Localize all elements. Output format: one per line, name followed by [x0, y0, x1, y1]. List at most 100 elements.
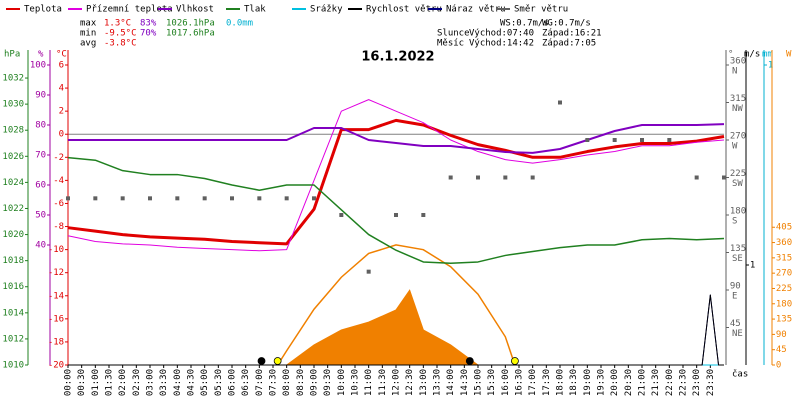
x-tick-label: 07:00: [255, 369, 265, 396]
info-text: Slunce: [437, 29, 470, 39]
y-tick-label: 40: [35, 241, 46, 251]
stat-text: 1017.6hPa: [166, 29, 215, 39]
x-tick-label: 21:00: [638, 369, 648, 396]
stat-text: -3.8°C: [104, 39, 137, 49]
x-tick-label: 08:30: [296, 369, 306, 396]
y-tick-label: 45: [776, 345, 787, 355]
x-tick-label: 22:30: [679, 369, 689, 396]
direction-point: [120, 196, 125, 201]
event-marker: [465, 357, 474, 365]
y-tick-label: 1020: [2, 230, 24, 240]
y-tick-label: 1022: [2, 204, 24, 214]
y-tick-label: -4: [53, 176, 64, 186]
direction-point: [202, 196, 207, 201]
x-tick-label: 21:30: [651, 369, 661, 396]
info-text: WG:0.7m/s: [542, 19, 591, 29]
info-text: Západ:16:21: [542, 29, 602, 39]
x-tick-label: 13:00: [419, 369, 429, 396]
info-text: Měsíc: [437, 39, 464, 49]
stat-text: 1026.1hPa: [166, 19, 215, 29]
x-tick-label: 13:30: [433, 369, 443, 396]
series-line: [67, 156, 725, 265]
y-tick-label: 0: [59, 130, 64, 140]
direction-point: [421, 213, 426, 217]
axis-label: hPa: [4, 50, 20, 60]
direction-point: [312, 196, 316, 201]
x-tick-label: 17:00: [528, 369, 538, 396]
x-tick-label: 03:30: [159, 369, 169, 396]
x-tick-label: 22:00: [665, 369, 675, 396]
y-tick-label: 0: [776, 361, 781, 371]
direction-point: [284, 196, 289, 201]
y-tick-label: -8: [53, 222, 64, 232]
y-tick-label: -16: [48, 314, 64, 324]
direction-point: [93, 196, 98, 201]
x-tick-label: 10:30: [351, 369, 361, 396]
x-tick-label: 17:30: [542, 369, 552, 396]
y-tick-label: 405: [776, 223, 792, 233]
legend-label: Náraz větru: [446, 5, 506, 15]
y-tick-label: 180: [730, 207, 746, 217]
y-tick-label: 90: [35, 91, 46, 101]
x-tick-label: 19:00: [583, 369, 593, 396]
direction-point: [722, 175, 726, 180]
y-tick-label: -6: [53, 199, 64, 209]
x-tick-label: 01:30: [105, 369, 115, 396]
info-text: Východ:07:40: [469, 29, 534, 39]
x-tick-label: 15:30: [487, 369, 497, 396]
direction-point: [175, 196, 180, 201]
x-tick-label: 19:30: [597, 369, 607, 396]
compass-label: NE: [732, 329, 743, 339]
x-tick-label: 04:30: [187, 369, 197, 396]
x-tick-label: 20:30: [624, 369, 634, 396]
x-tick-label: 05:00: [200, 369, 210, 396]
y-tick-label: 1028: [2, 126, 24, 136]
x-tick-label: 14:00: [446, 369, 456, 396]
solar-theoretical: [277, 244, 516, 366]
direction-point: [558, 100, 562, 105]
y-tick-label: 135: [730, 244, 746, 254]
direction-point: [476, 175, 480, 180]
y-tick-label: 100: [30, 61, 46, 71]
direction-point: [585, 138, 590, 142]
y-tick-label: 90: [776, 330, 787, 340]
y-tick-label: 45: [730, 319, 741, 329]
direction-point: [339, 213, 344, 217]
y-tick-label: 60: [35, 181, 46, 191]
legend-label: Tlak: [244, 5, 266, 15]
x-tick-label: 18:30: [569, 369, 579, 396]
event-marker: [511, 357, 519, 365]
x-tick-label: 03:00: [146, 369, 156, 396]
y-tick-label: -18: [48, 337, 64, 347]
legend-label: Teplota: [24, 5, 62, 15]
x-tick-label: 06:30: [241, 369, 251, 396]
y-tick-label: -14: [48, 291, 64, 301]
y-tick-label: 270: [776, 269, 792, 279]
direction-point: [667, 138, 672, 142]
x-tick-label: 02:30: [132, 369, 142, 396]
direction-point: [66, 196, 70, 201]
x-tick-label: 05:30: [214, 369, 224, 396]
compass-label: N: [732, 67, 737, 77]
y-tick-label: 2: [59, 107, 64, 117]
y-tick-label: 6: [59, 61, 64, 71]
axis-label: W: [786, 50, 792, 60]
x-tick-label: 04:00: [173, 369, 183, 396]
y-tick-label: 225: [730, 169, 746, 179]
stat-text: 0.0mm: [226, 19, 253, 29]
event-marker: [257, 357, 266, 365]
legend-label: Rychlost větru: [366, 5, 442, 15]
direction-point: [257, 196, 262, 201]
direction-point: [366, 269, 371, 274]
x-tick-label: 14:30: [460, 369, 470, 396]
y-tick-label: 70: [35, 151, 46, 161]
axis-label: %: [38, 50, 44, 60]
y-tick-label: 1010: [2, 361, 24, 371]
legend-label: Srážky: [310, 5, 343, 15]
direction-point: [530, 175, 535, 180]
chart-title: 16.1.2022: [361, 50, 434, 65]
y-tick-label: 1018: [2, 256, 24, 266]
compass-label: E: [732, 292, 737, 302]
y-tick-label: 1016: [2, 282, 24, 292]
